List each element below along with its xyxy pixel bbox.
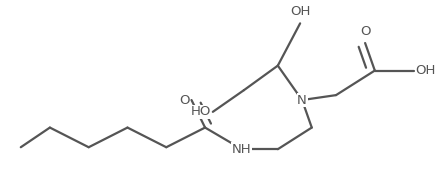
Text: O: O	[360, 25, 370, 38]
Text: NH: NH	[232, 143, 252, 156]
Text: O: O	[179, 94, 189, 107]
Text: OH: OH	[416, 64, 436, 77]
Text: HO: HO	[191, 105, 211, 118]
Text: N: N	[297, 94, 307, 107]
Text: OH: OH	[290, 5, 310, 18]
